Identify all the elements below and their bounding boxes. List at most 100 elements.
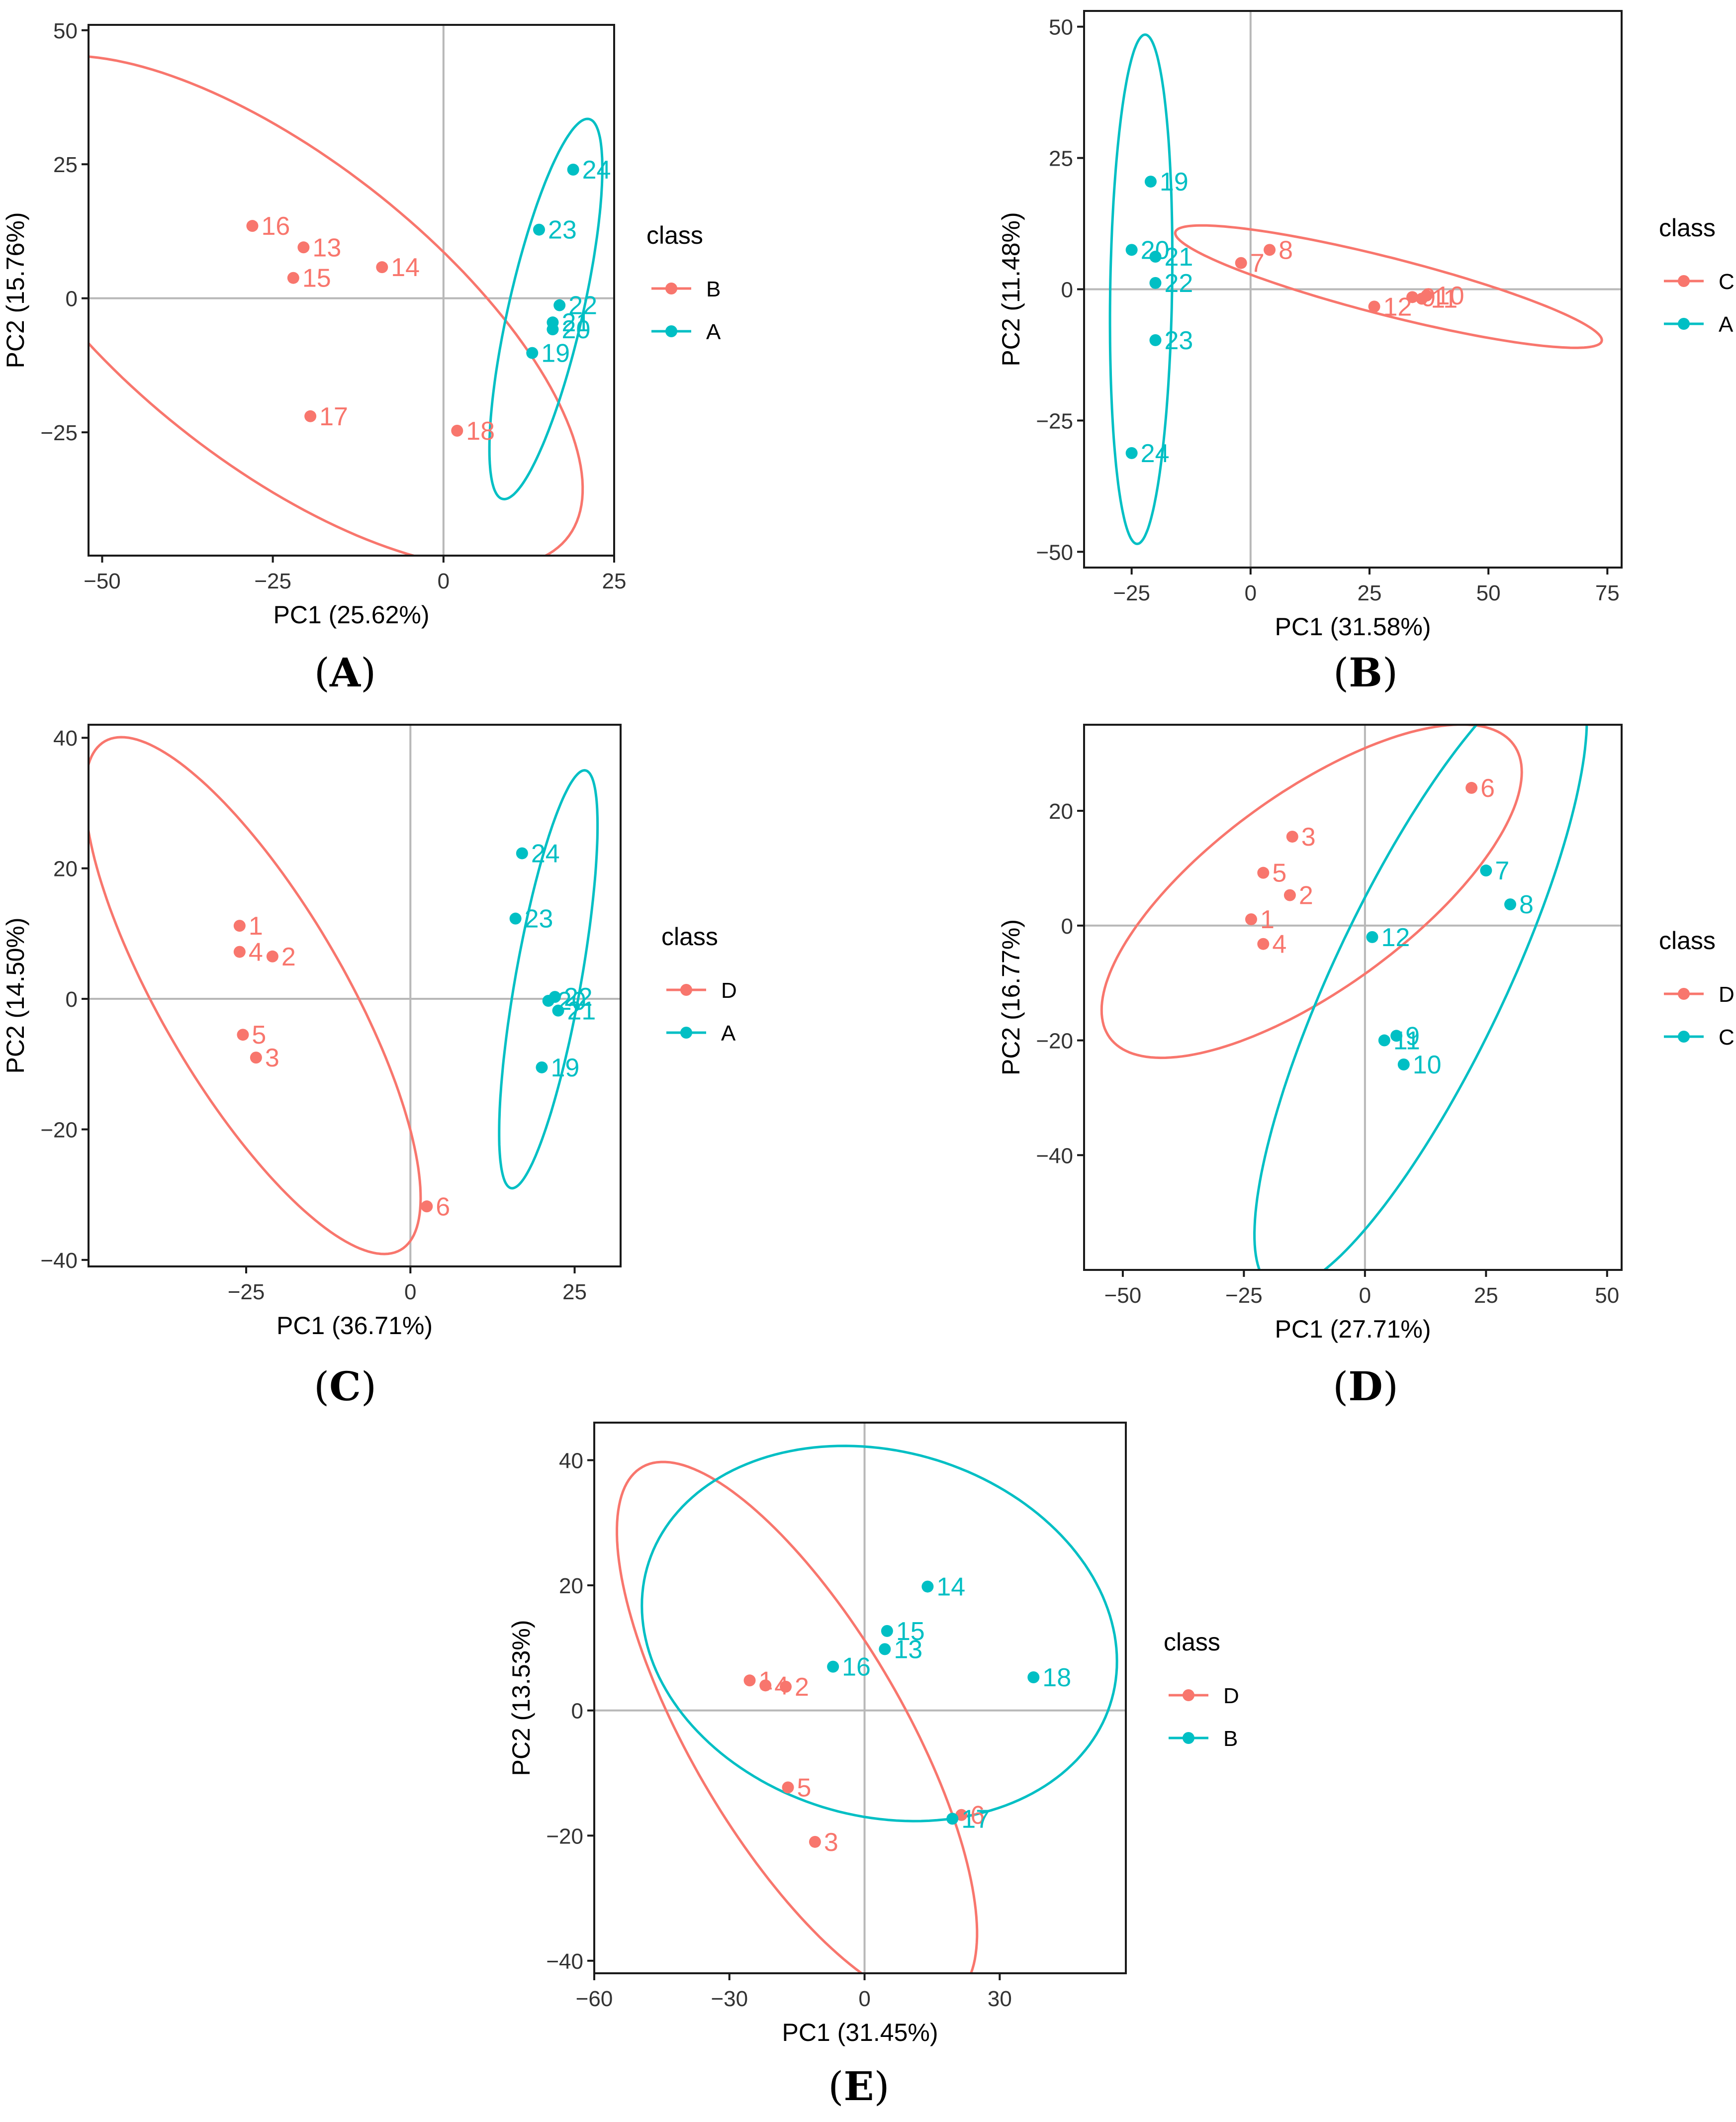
- point-label: 2: [1299, 881, 1313, 910]
- x-tick-label: −60: [576, 1987, 613, 2011]
- data-point: [1257, 867, 1270, 879]
- y-axis-title: PC2 (11.48%): [997, 212, 1025, 366]
- panel-caption: (C): [314, 1363, 376, 1410]
- x-tick-label: 0: [1359, 1283, 1371, 1308]
- y-tick-label: 0: [1061, 914, 1073, 939]
- confidence-ellipse-A: [498, 769, 599, 1190]
- x-axis-title: PC1 (31.45%): [782, 2019, 938, 2046]
- x-tick-label: −25: [228, 1280, 265, 1304]
- y-tick-label: 40: [559, 1448, 583, 1473]
- data-point: [1465, 781, 1478, 794]
- data-point: [376, 261, 388, 274]
- data-point: [1149, 277, 1162, 289]
- point-label: 7: [1250, 249, 1265, 278]
- panel-E: 142536141513161817−60−3003040200−20−40PC…: [507, 1422, 1239, 2110]
- point-label: 21: [561, 308, 590, 337]
- point-label: 22: [568, 291, 597, 320]
- point-label: 7: [1495, 857, 1509, 885]
- point-label: 23: [548, 216, 577, 245]
- legend-key-point: [1678, 275, 1690, 287]
- panel-caption: (E): [828, 2063, 889, 2110]
- y-tick-label: −25: [1036, 409, 1073, 433]
- data-point: [780, 1680, 792, 1693]
- data-point: [287, 272, 299, 284]
- point-label: 11: [1431, 285, 1458, 314]
- x-tick-label: 0: [858, 1987, 870, 2011]
- y-tick-label: 0: [571, 1699, 583, 1724]
- data-point: [946, 1813, 959, 1825]
- point-label: 10: [1436, 282, 1464, 310]
- legend-title: class: [1659, 927, 1716, 955]
- data-point: [782, 1781, 794, 1794]
- plot-frame: [1083, 724, 1623, 1271]
- panel-caption: (B): [1333, 649, 1398, 696]
- x-tick-label: −30: [711, 1987, 748, 2011]
- x-tick-label: −25: [254, 569, 291, 593]
- point-label: 1: [249, 912, 263, 941]
- legend-key-point: [1678, 318, 1690, 330]
- data-point: [1480, 865, 1492, 877]
- x-tick-label: −50: [84, 569, 121, 593]
- y-tick-label: 0: [66, 287, 78, 311]
- point-label: 18: [466, 417, 495, 446]
- point-label: 20: [561, 315, 590, 344]
- data-point: [297, 241, 310, 254]
- legend-title: class: [646, 221, 703, 249]
- y-axis-title: PC2 (15.76%): [1, 212, 29, 368]
- y-tick-label: 50: [53, 19, 78, 43]
- data-point: [421, 1200, 433, 1213]
- x-tick-label: −25: [1113, 581, 1150, 605]
- legend-key-point: [665, 325, 677, 337]
- point-label: 3: [1301, 823, 1316, 852]
- plot-frame: [593, 1422, 1127, 1974]
- point-label: 2: [795, 1673, 809, 1702]
- point-label: 12: [1381, 923, 1410, 952]
- data-point: [547, 323, 559, 336]
- y-tick-label: −25: [40, 421, 78, 445]
- x-tick-label: 0: [404, 1280, 416, 1304]
- data-point: [1027, 1671, 1040, 1683]
- legend: class CA: [1659, 214, 1735, 337]
- point-label: 3: [265, 1044, 279, 1072]
- x-axis-title: PC1 (31.58%): [1275, 613, 1431, 641]
- point-label: 23: [525, 905, 553, 934]
- x-tick-label: 50: [1595, 1283, 1619, 1308]
- point-label: 8: [1279, 236, 1293, 265]
- point-label: 24: [1141, 439, 1170, 468]
- x-axis-title: PC1 (36.71%): [276, 1312, 433, 1340]
- point-label: 19: [541, 339, 570, 368]
- y-tick-label: 0: [66, 987, 78, 1012]
- legend-label: A: [706, 320, 721, 344]
- point-label: 1: [1260, 905, 1275, 934]
- data-point: [1406, 291, 1419, 303]
- data-point: [304, 410, 317, 422]
- y-tick-label: 0: [1061, 278, 1073, 302]
- panel-caption: (D): [1333, 1363, 1398, 1410]
- panel-caption: (A): [314, 649, 376, 696]
- legend-label: D: [1223, 1684, 1239, 1708]
- confidence-ellipse-D: [1100, 725, 1523, 1060]
- point-label: 10: [1413, 1051, 1442, 1079]
- panel-B: 781291110192021222324−25025507550250−25−…: [997, 10, 1735, 696]
- data-point: [1144, 176, 1157, 188]
- x-tick-label: −25: [1225, 1283, 1263, 1308]
- data-point: [1125, 447, 1138, 459]
- y-tick-label: 25: [1049, 147, 1073, 171]
- data-point: [827, 1660, 839, 1673]
- point-label: 9: [1405, 1022, 1420, 1051]
- legend-label: C: [1719, 1025, 1735, 1050]
- point-label: 21: [567, 997, 596, 1026]
- data-point: [759, 1679, 772, 1692]
- point-label: 15: [896, 1617, 925, 1646]
- point-label: 23: [1164, 326, 1193, 355]
- legend-title: class: [1659, 214, 1716, 242]
- y-axis-title: PC2 (14.50%): [1, 917, 29, 1073]
- x-tick-label: 75: [1595, 581, 1620, 605]
- point-label: 6: [1480, 774, 1495, 803]
- data-point: [516, 847, 528, 860]
- data-point: [1390, 1030, 1403, 1042]
- x-tick-label: 30: [988, 1987, 1012, 2011]
- point-label: 5: [797, 1773, 812, 1802]
- data-point: [1397, 1058, 1410, 1070]
